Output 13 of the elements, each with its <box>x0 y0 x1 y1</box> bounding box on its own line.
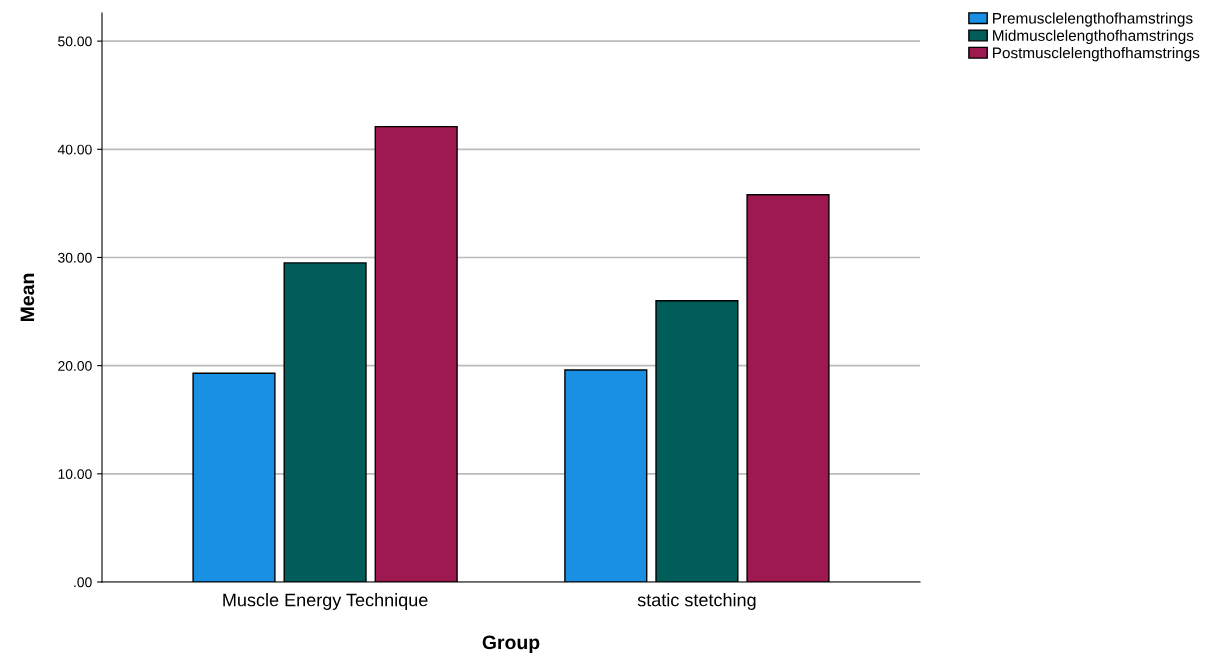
y-tick-label: 50.00 <box>58 36 92 47</box>
y-tick-label: .00 <box>74 577 92 588</box>
y-axis-title: Mean <box>20 273 35 322</box>
y-tick-label: 40.00 <box>57 144 92 155</box>
y-tick-label: 20.00 <box>58 360 92 371</box>
y-tick-label: 10.00 <box>58 469 92 479</box>
legend-label: Postmusclelengthofhamstrings <box>993 47 1200 62</box>
x-axis-title: Group <box>482 635 540 654</box>
x-tick-label: Muscle Energy Technique <box>223 593 428 610</box>
y-tick-label: 30.00 <box>58 252 92 263</box>
legend-label: Premusclelengthofhamstrings <box>993 12 1193 27</box>
legend-label: Midmusclelengthofhamstrings <box>993 29 1194 44</box>
x-tick-label: static stetching <box>637 593 756 610</box>
